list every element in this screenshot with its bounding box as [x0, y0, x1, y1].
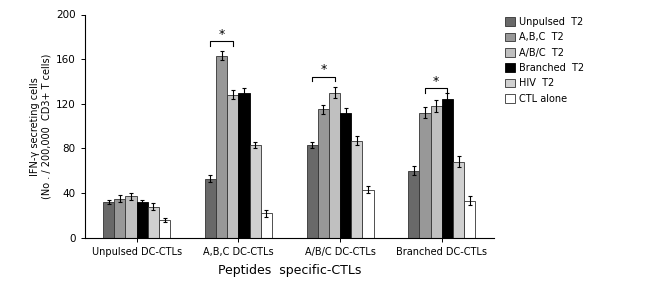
X-axis label: Peptides  specific-CTLs: Peptides specific-CTLs [218, 264, 361, 277]
Text: *: * [218, 28, 225, 41]
Text: *: * [433, 75, 439, 88]
Bar [464, 201, 475, 238]
Bar [103, 202, 114, 238]
Bar [340, 113, 351, 238]
Bar [329, 93, 340, 238]
Bar [205, 179, 216, 238]
Y-axis label: IFN-γ secreting cells
(No . / 200,000  CD3+ T cells): IFN-γ secreting cells (No . / 200,000 CD… [30, 53, 51, 199]
Bar [227, 95, 239, 238]
Bar [351, 141, 363, 238]
Bar [136, 202, 148, 238]
Bar [239, 93, 250, 238]
Bar [159, 220, 170, 238]
Bar [307, 145, 318, 238]
Bar [408, 171, 419, 238]
Bar [261, 213, 272, 238]
Bar [125, 197, 136, 238]
Text: *: * [320, 64, 326, 77]
Legend: Unpulsed  T2, A,B,C  T2, A/B/C  T2, Branched  T2, HIV  T2, CTL alone: Unpulsed T2, A,B,C T2, A/B/C T2, Branche… [503, 15, 586, 106]
Bar [114, 199, 125, 238]
Bar [148, 206, 159, 238]
Bar [318, 109, 329, 238]
Bar [442, 99, 453, 238]
Bar [216, 56, 228, 238]
Bar [431, 106, 442, 238]
Bar [250, 145, 261, 238]
Bar [363, 190, 374, 238]
Bar [453, 162, 464, 238]
Bar [419, 113, 431, 238]
